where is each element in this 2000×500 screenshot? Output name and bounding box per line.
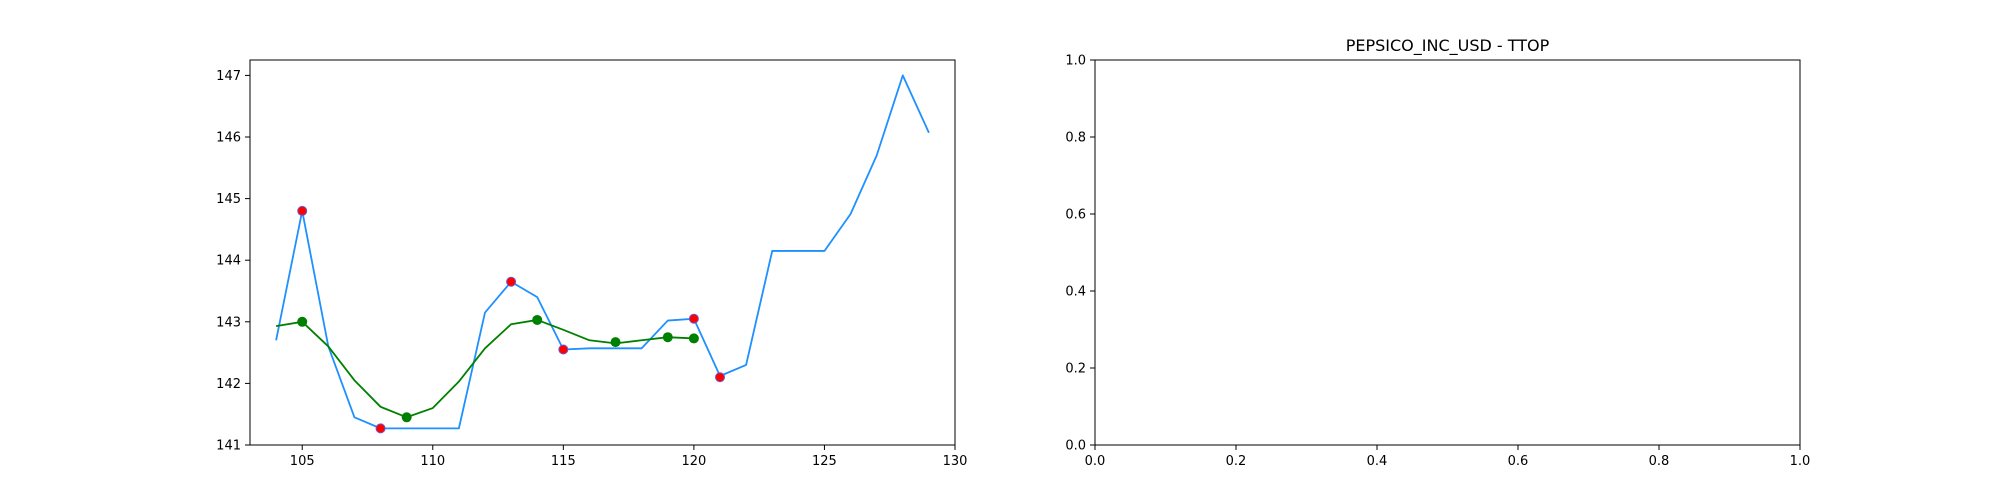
y-tick-label: 147 [216, 69, 241, 84]
scatter-point [688, 313, 699, 324]
y-tick-label: 1.0 [1065, 54, 1086, 69]
y-tick-label: 0.0 [1065, 439, 1086, 454]
axes-frame [249, 59, 956, 446]
series-marker [297, 316, 308, 327]
x-tick-label: 0.2 [1226, 454, 1247, 469]
y-tick-label: 0.6 [1065, 208, 1086, 223]
x-tick-label: 1.0 [1790, 454, 1811, 469]
price-chart: 105 110 115 120 125 130 141 142 143 144 145 146 147 [216, 59, 968, 469]
series-marker [610, 337, 621, 348]
y-tick-label: 141 [216, 439, 241, 454]
chart-title: PEPSICO_INC_USD - TTOP [1346, 36, 1550, 56]
scatter-point [715, 372, 725, 383]
scatter-point [375, 423, 386, 434]
empty-chart: PEPSICO_INC_USD - TTOP 0.0 0.2 0.4 0.6 0.8 1.0… [1065, 36, 1810, 469]
axes-frame [1094, 59, 1801, 446]
scatter-point [297, 205, 308, 216]
y-tick-label: 145 [216, 192, 241, 207]
x-tick-label: 120 [681, 454, 706, 469]
x-tick-label: 0.0 [1085, 454, 1106, 469]
y-tick-label: 146 [216, 131, 241, 146]
x-tick-label: 130 [943, 454, 968, 469]
series-line-0 [275, 74, 930, 430]
y-tick-label: 0.8 [1065, 131, 1086, 146]
x-tick-label: 115 [551, 454, 576, 469]
series-marker [532, 314, 543, 325]
scatter-point [506, 276, 517, 287]
y-tick-label: 144 [216, 254, 241, 269]
series-marker [662, 332, 673, 343]
x-tick-label: 0.8 [1649, 454, 1670, 469]
y-tick-label: 142 [216, 377, 241, 392]
x-tick-label: 105 [290, 454, 315, 469]
y-tick-label: 143 [216, 315, 241, 330]
y-tick-label: 0.2 [1065, 362, 1086, 377]
x-tick-label: 0.4 [1367, 454, 1388, 469]
y-tick-label: 0.4 [1065, 285, 1086, 300]
series-line-1 [275, 319, 694, 419]
x-tick-label: 110 [420, 454, 445, 469]
x-tick-label: 125 [812, 454, 837, 469]
x-tick-label: 0.6 [1508, 454, 1529, 469]
series-marker [688, 333, 699, 344]
scatter-point [558, 344, 569, 355]
series-marker [401, 412, 412, 423]
